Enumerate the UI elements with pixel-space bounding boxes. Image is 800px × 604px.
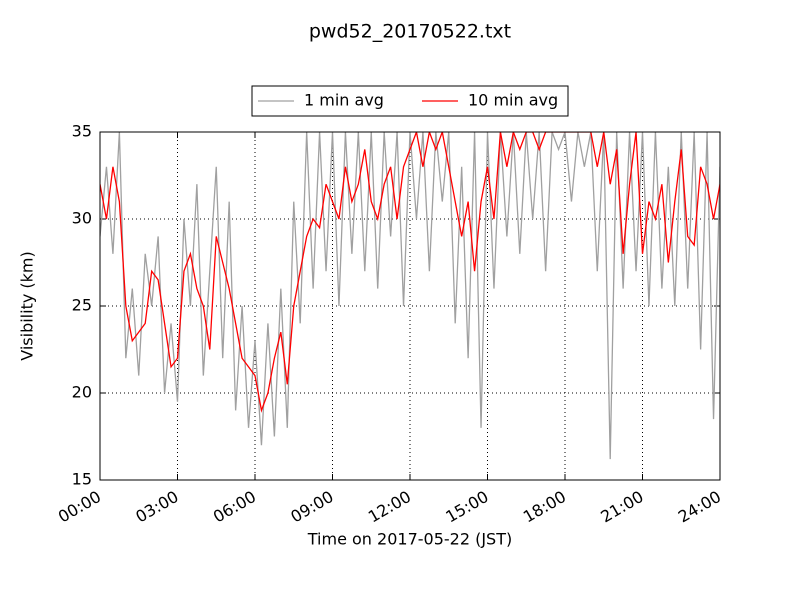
data-line <box>100 132 720 460</box>
data-line <box>100 132 720 413</box>
chart-title: pwd52_20170522.txt <box>309 21 511 43</box>
plot-frame <box>99 131 721 481</box>
legend-label: 10 min avg <box>468 91 558 110</box>
y-tick-label: 15 <box>72 470 92 489</box>
legend-box <box>251 85 569 117</box>
y-tick-label: 20 <box>72 383 92 402</box>
legend-label: 1 min avg <box>304 91 384 110</box>
y-tick-label: 30 <box>72 209 92 228</box>
y-tick-label: 25 <box>72 296 92 315</box>
x-axis-label: Time on 2017-05-22 (JST) <box>307 530 512 549</box>
y-tick-label: 35 <box>72 122 92 141</box>
y-axis-label: Visibility (km) <box>18 251 37 360</box>
